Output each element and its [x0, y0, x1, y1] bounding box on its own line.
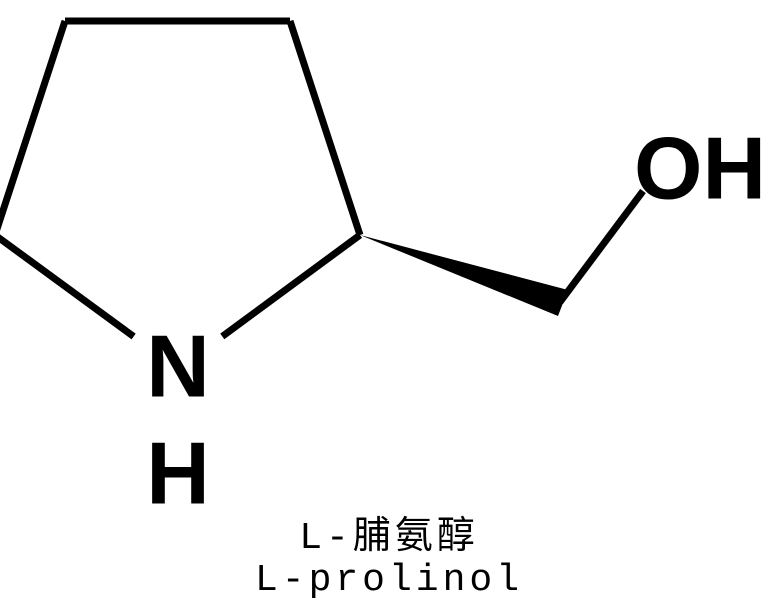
ring-bonds [0, 21, 360, 337]
bond-n-c5 [0, 235, 134, 337]
wedge-bond [360, 235, 568, 316]
bond-c2-c3 [290, 21, 360, 235]
molecule-diagram: N H OH L-脯氨醇 L-prolinol [0, 0, 778, 611]
atom-oh-label: OH [634, 118, 766, 217]
bond-c5-c1 [0, 21, 65, 235]
bond-c3-n [222, 235, 360, 336]
atom-n-label: N [146, 316, 210, 415]
bond-ch2-oh [560, 191, 643, 302]
caption-line-en: L-prolinol [255, 559, 523, 602]
caption-line-cn: L-脯氨醇 [299, 515, 479, 560]
atom-h-label: H [146, 423, 210, 522]
